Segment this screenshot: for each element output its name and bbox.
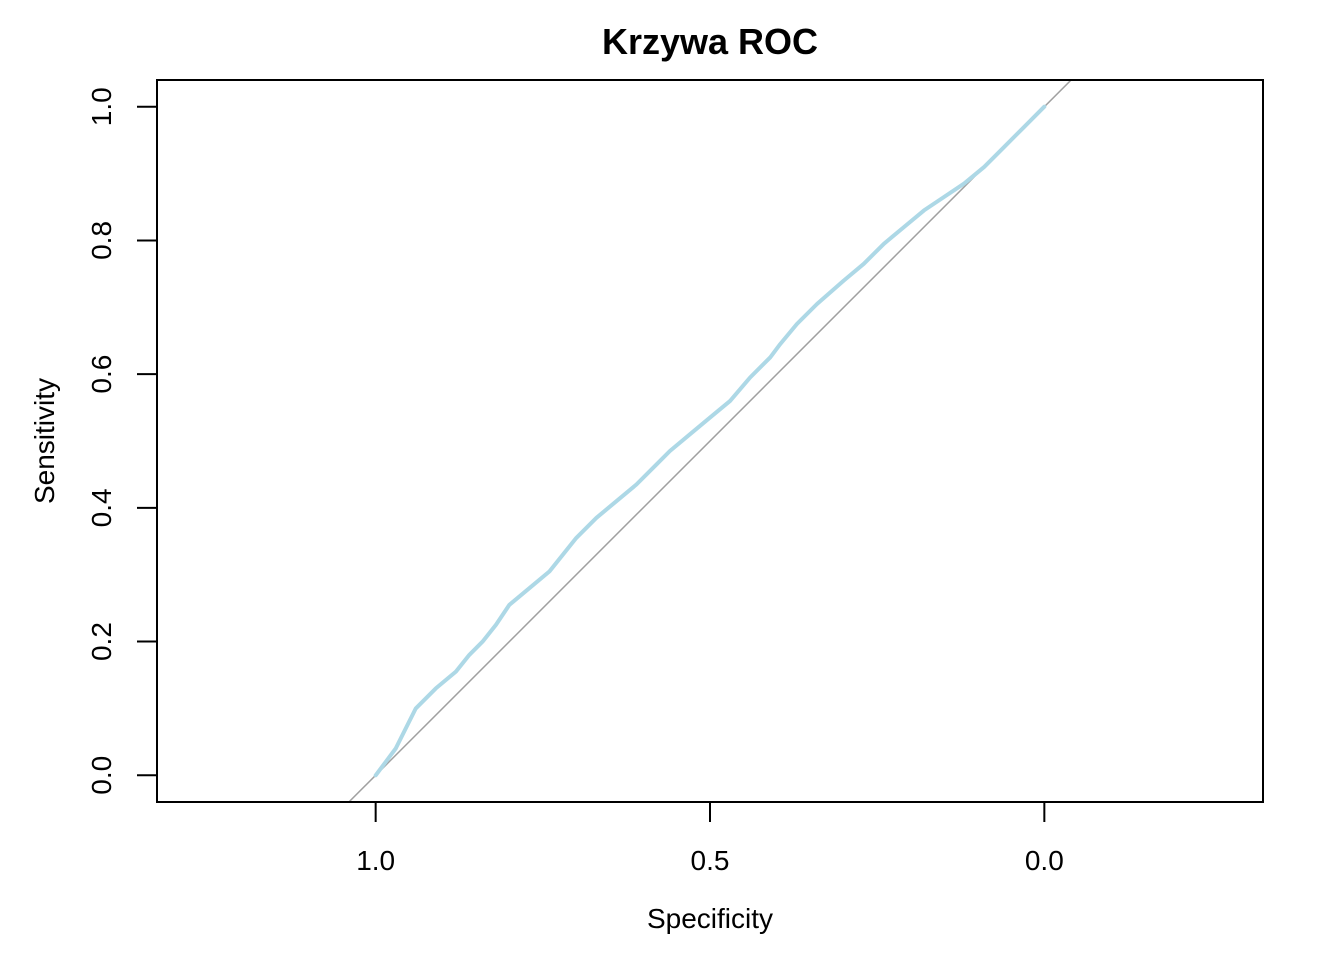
y-tick-label: 0.0	[86, 756, 117, 795]
y-tick-label: 1.0	[86, 87, 117, 126]
roc-curve-line	[373, 104, 1047, 778]
y-tick-label: 0.2	[86, 622, 117, 661]
y-axis-label: Sensitivity	[29, 378, 60, 504]
y-tick-label: 0.4	[86, 488, 117, 527]
chart-title: Krzywa ROC	[602, 21, 818, 62]
x-axis-label: Specificity	[647, 903, 773, 934]
y-tick-label: 0.8	[86, 221, 117, 260]
x-axis: 1.0 0.5 0.0	[356, 801, 1064, 876]
x-tick-label: 1.0	[356, 845, 395, 876]
y-tick-label: 0.6	[86, 355, 117, 394]
x-tick-label: 0.5	[691, 845, 730, 876]
y-axis: 0.0 0.2 0.4 0.6 0.8 1.0	[86, 87, 158, 795]
x-tick-label: 0.0	[1025, 845, 1064, 876]
reference-diagonal-line	[347, 80, 1073, 802]
